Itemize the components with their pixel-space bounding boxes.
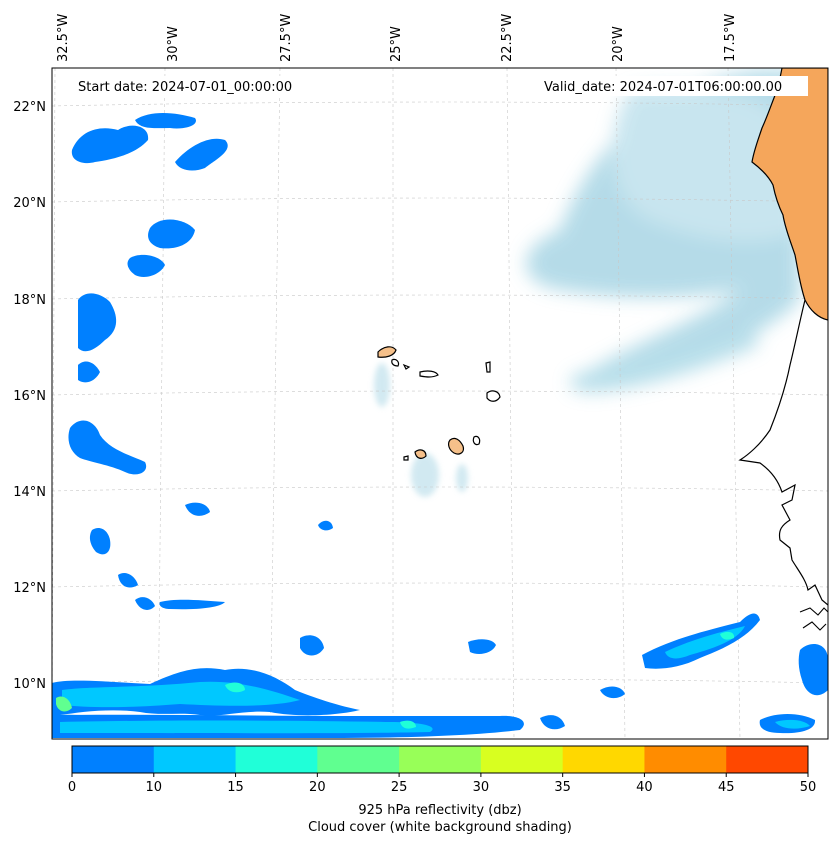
lon-label: 30°W (166, 26, 181, 62)
lon-label: 17.5°W (723, 14, 738, 62)
colorbar-segment (153, 746, 237, 773)
colorbar-tick-label: 10 (146, 780, 163, 795)
lat-label: 10°N (13, 677, 46, 692)
map-panel (52, 68, 828, 739)
colorbar-tick-label: 25 (391, 780, 408, 795)
map-frame (51, 67, 829, 740)
start-date-label: Start date: 2024-07-01_00:00:00 (78, 80, 292, 95)
colorbar-tick-label: 15 (227, 780, 244, 795)
lat-label: 16°N (13, 389, 46, 404)
lon-label: 25°W (389, 26, 404, 62)
valid-date-label: Valid_date: 2024-07-01T06:00:00.00 (544, 80, 782, 95)
lat-label: 12°N (13, 581, 46, 596)
lat-label: 18°N (13, 293, 46, 308)
lon-label: 20°W (611, 26, 626, 62)
colorbar-tick-label: 50 (800, 780, 817, 795)
colorbar-segment (480, 746, 564, 773)
colorbar-tick-label: 30 (473, 780, 490, 795)
lon-label: 27.5°W (279, 14, 294, 62)
colorbar-tick-label: 0 (68, 780, 76, 795)
colorbar-segment (644, 746, 727, 773)
colorbar-segment (562, 746, 645, 773)
longitude-labels: 32.5°W 30°W 27.5°W 25°W 22.5°W 20°W 17.5… (56, 14, 738, 62)
colorbar-segment (399, 746, 482, 773)
west-africa-land (751, 68, 828, 321)
colorbar-label: 925 hPa reflectivity (dbz) (358, 803, 521, 818)
reflectivity-15-20 (225, 631, 735, 729)
lon-label: 22.5°W (500, 14, 515, 62)
valid-date-box (540, 76, 808, 96)
colorbar-segment (235, 746, 318, 773)
colorbar-segment (317, 746, 400, 773)
cloud-cover-shading (526, 70, 800, 392)
lat-label: 20°N (13, 196, 46, 211)
start-date-box (72, 76, 312, 96)
colorbar-segment (72, 746, 155, 773)
lon-label: 32.5°W (56, 14, 71, 62)
lat-label: 14°N (13, 485, 46, 500)
reflectivity-20-25 (56, 696, 72, 712)
colorbar-tick-label: 45 (718, 780, 735, 795)
colorbar-tick-label: 35 (554, 780, 571, 795)
colorbar-sublabel: Cloud cover (white background shading) (308, 820, 572, 835)
cape-verde-islands (377, 346, 501, 461)
lat-label: 22°N (13, 100, 46, 115)
coastline-south (738, 299, 828, 606)
colorbar-tick-label: 20 (309, 780, 326, 795)
coastline-guinea (799, 607, 828, 631)
colorbar-segment (726, 746, 809, 773)
colorbar: 0 10 15 20 25 30 35 40 45 50 925 hPa reflectivity… (68, 745, 817, 835)
colorbar-tick-label: 40 (636, 780, 653, 795)
colorbar-frame (71, 745, 809, 774)
latitude-labels: 22°N 20°N 18°N 16°N 14°N 12°N 10°N (13, 100, 46, 692)
